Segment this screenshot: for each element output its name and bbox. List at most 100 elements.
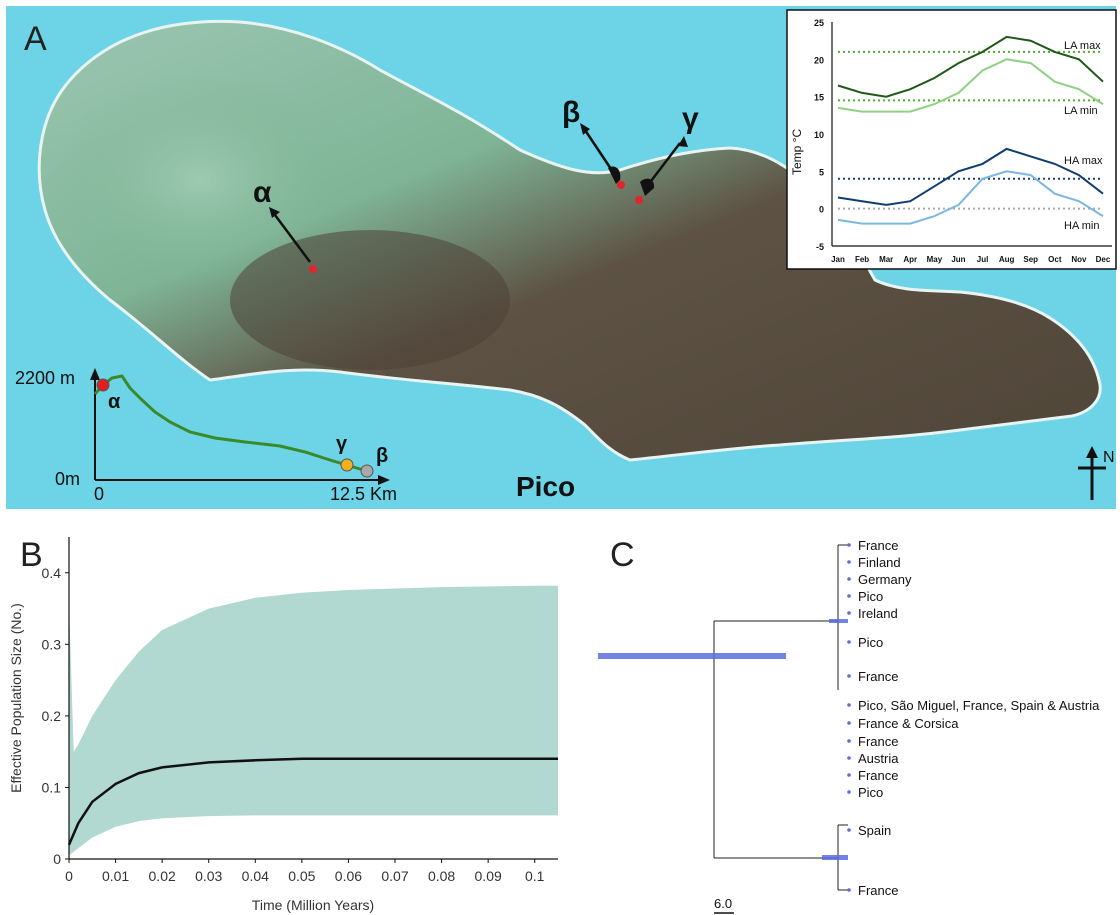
tip-node xyxy=(847,594,851,598)
x-tick-label: 0.1 xyxy=(525,868,545,884)
panel-b: B 0 0.1 0.2 0.3 0.4 0 0.01 0.02 0.03 0.04 0.05 0.0… xyxy=(8,536,558,913)
temp-x-tick: Jan xyxy=(831,255,845,264)
tip-label: Ireland xyxy=(858,606,898,621)
population-y-ticks: 0 0.1 0.2 0.3 0.4 xyxy=(42,565,69,867)
temp-x-tick: Oct xyxy=(1048,255,1062,264)
x-tick-label: 0.06 xyxy=(335,868,362,884)
temp-series-line xyxy=(837,58,1104,113)
temp-x-tick: Apr xyxy=(903,255,917,264)
profile-alpha-label: α xyxy=(108,391,121,413)
tip-node xyxy=(847,739,851,743)
tip-label: France xyxy=(858,734,898,749)
profile-site-alpha xyxy=(96,378,110,392)
x-tick-label: 0.07 xyxy=(381,868,408,884)
x-tick-label: 0.03 xyxy=(195,868,222,884)
y-tick-label: 0.2 xyxy=(42,708,62,724)
temp-y-label: Temp °C xyxy=(790,129,804,175)
tip-label: Pico xyxy=(858,635,883,650)
temp-x-tick: Mar xyxy=(879,255,893,264)
temp-y-tick: -5 xyxy=(816,242,824,252)
temp-series-line xyxy=(837,147,1104,206)
tip-label: Pico, São Miguel, France, Spain & Austri… xyxy=(858,698,1100,713)
temp-series-label: HA min xyxy=(1064,220,1099,232)
phylogeny-tree xyxy=(713,544,848,891)
site-gamma-label: γ xyxy=(682,102,699,135)
tip-node xyxy=(847,721,851,725)
profile-y-bottom-label: 0m xyxy=(55,469,80,489)
y-tick-label: 0 xyxy=(53,851,61,867)
tip-node xyxy=(847,543,851,547)
panel-c-label: C xyxy=(610,536,635,574)
temp-series-line xyxy=(837,35,1104,98)
temp-series xyxy=(837,35,1104,225)
y-tick-label: 0.3 xyxy=(42,636,62,652)
tip-label: Austria xyxy=(858,751,899,766)
temp-y-ticks: 25 20 15 10 5 0 -5 xyxy=(814,18,824,252)
x-tick-label: 0.08 xyxy=(428,868,455,884)
x-tick-label: 0.05 xyxy=(288,868,315,884)
x-tick-label: 0.01 xyxy=(102,868,129,884)
tip-label: Germany xyxy=(858,572,912,587)
x-tick-label: 0.09 xyxy=(475,868,502,884)
panel-b-label: B xyxy=(20,536,43,574)
x-tick-label: 0.02 xyxy=(149,868,176,884)
site-beta-label: β xyxy=(562,96,580,129)
temp-x-tick: Sep xyxy=(1023,255,1038,264)
tip-label: Spain xyxy=(858,823,891,838)
site-beta-marker: β xyxy=(562,96,625,189)
temp-x-tick: May xyxy=(927,255,943,264)
x-tick-label: 0.04 xyxy=(242,868,269,884)
profile-y-top-label: 2200 m xyxy=(15,368,75,388)
panel-c: C FranceFinlandGermanyPicoIrelandPicoFra… xyxy=(598,536,1100,914)
profile-x-right-label: 12.5 Km xyxy=(330,484,397,504)
tip-node xyxy=(847,828,851,832)
temp-x-tick: Jul xyxy=(977,255,989,264)
temp-series-label: LA min xyxy=(1064,105,1098,117)
phylogeny-tips: France Finland Germany Pico Ireland Pico Franc… xyxy=(847,538,1100,898)
tip-node xyxy=(847,577,851,581)
site-alpha-label: α xyxy=(253,176,272,209)
site-gamma-marker: γ xyxy=(635,102,699,204)
tip-label: France & Corsica xyxy=(858,716,959,731)
panel-a: A α β γ xyxy=(6,6,1117,509)
temp-y-tick: 10 xyxy=(814,130,824,140)
tip-node xyxy=(847,773,851,777)
scale-label: 6.0 xyxy=(714,896,732,911)
tip-node xyxy=(847,756,851,760)
profile-site-gamma xyxy=(340,458,354,472)
tip-label: France xyxy=(858,538,898,553)
profile-x-left-label: 0 xyxy=(94,484,104,504)
tip-node xyxy=(847,888,851,892)
temp-y-tick: 5 xyxy=(819,167,824,177)
tip-node xyxy=(847,611,851,615)
tip-node xyxy=(847,674,851,678)
temp-x-ticks: Jan Feb Mar Apr May Jun Jul Aug Sep Oct Nov Dec xyxy=(831,255,1111,264)
temp-y-tick: 20 xyxy=(814,55,824,65)
tip-label: France xyxy=(858,883,898,898)
tip-label: Pico xyxy=(858,589,883,604)
temp-x-tick: Feb xyxy=(855,255,869,264)
population-y-label: Effective Population Size (No.) xyxy=(8,603,24,793)
median-line xyxy=(67,757,558,846)
temp-y-tick: 15 xyxy=(814,93,824,103)
elevation-profile: α γ β 2200 m 0m 0 12.5 Km xyxy=(15,368,397,504)
temp-series-labels: LA max LA min HA max HA min xyxy=(1064,40,1103,232)
europe-node-bar xyxy=(829,619,848,623)
temp-x-tick: Nov xyxy=(1071,255,1087,264)
spain-node-bar xyxy=(822,855,848,860)
y-tick-label: 0.1 xyxy=(42,779,62,795)
elevation-profile-line xyxy=(93,374,371,474)
tip-label: Pico xyxy=(858,785,883,800)
site-alpha-marker: α xyxy=(253,176,317,273)
temp-x-tick: Jun xyxy=(951,255,965,264)
y-tick-label: 0.4 xyxy=(42,565,62,581)
confidence-band xyxy=(69,585,558,856)
profile-gamma-label: γ xyxy=(336,433,348,455)
temp-series-label: LA max xyxy=(1064,40,1101,52)
temp-x-tick: Aug xyxy=(999,255,1015,264)
temp-x-tick: Dec xyxy=(1096,255,1111,264)
population-x-label: Time (Million Years) xyxy=(252,897,374,913)
temp-reference-lines xyxy=(838,50,1103,210)
root-node-bar xyxy=(598,653,786,659)
